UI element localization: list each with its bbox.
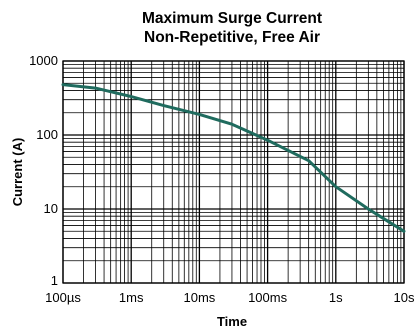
x-axis-label: Time: [217, 314, 247, 329]
x-tick-label: 1ms: [119, 290, 144, 305]
x-tick-label: 1s: [329, 290, 343, 305]
y-tick-label: 1: [51, 273, 58, 288]
x-tick-label: 100µs: [45, 290, 81, 305]
y-tick-labels: 1 10 100 1000: [29, 53, 58, 288]
x-tick-label: 100ms: [248, 290, 288, 305]
y-axis-label: Current (A): [10, 138, 25, 207]
plot-frame: [62, 60, 405, 284]
x-tick-labels: 100µs 1ms 10ms 100ms 1s 10s: [45, 290, 415, 305]
y-tick-label: 1000: [29, 53, 58, 68]
x-tick-label: 10s: [394, 290, 415, 305]
chart-title: Maximum Surge Current: [142, 10, 322, 27]
grid: [62, 60, 405, 284]
y-tick-label: 100: [36, 127, 58, 142]
chart-subtitle: Non-Repetitive, Free Air: [144, 29, 320, 46]
x-tick-label: 10ms: [184, 290, 216, 305]
series-line-0: [61, 83, 406, 233]
series-layer: [61, 83, 406, 233]
y-tick-label: 10: [44, 201, 58, 216]
